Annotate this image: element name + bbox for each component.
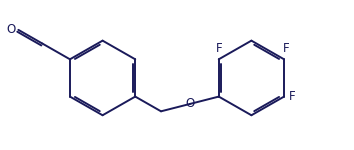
Text: O: O [6, 23, 16, 36]
Text: F: F [283, 42, 289, 55]
Text: F: F [216, 42, 222, 55]
Text: O: O [185, 98, 194, 110]
Text: F: F [289, 90, 296, 103]
